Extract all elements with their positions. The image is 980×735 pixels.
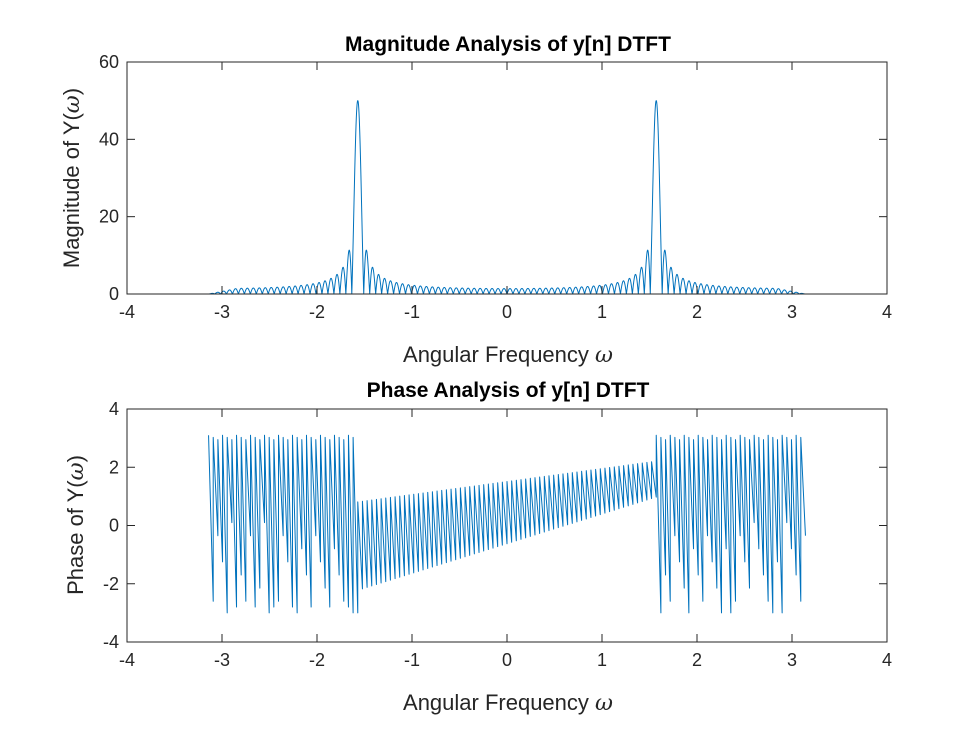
- magnitude-ylabel: Magnitude of Y(ω): [59, 88, 85, 268]
- xtick-label: 1: [597, 650, 607, 670]
- magnitude-xlabel: Angular Frequency ω: [403, 342, 613, 368]
- xtick-label: 0: [502, 650, 512, 670]
- xtick-label: 3: [787, 650, 797, 670]
- phase-chart-title: Phase Analysis of y[n] DTFT: [367, 379, 650, 402]
- xtick-label: -3: [214, 650, 230, 670]
- xtick-label: 1: [597, 302, 607, 322]
- ytick-label: 60: [99, 52, 119, 72]
- phase-xlabel: Angular Frequency ω: [403, 690, 613, 716]
- xtick-label: 4: [882, 650, 892, 670]
- phase-series-line: [208, 434, 806, 614]
- ytick-label: 40: [99, 129, 119, 149]
- xtick-label: -2: [309, 650, 325, 670]
- xtick-label: 2: [692, 302, 702, 322]
- ytick-label: 4: [109, 399, 119, 419]
- xtick-label: -3: [214, 302, 230, 322]
- xtick-label: -4: [119, 302, 135, 322]
- ytick-label: -2: [103, 574, 119, 594]
- phase-chart: Phase Analysis of y[n] DTFT -4 -3 -2 -1 0 1 2 3…: [63, 379, 892, 716]
- xtick-label: 2: [692, 650, 702, 670]
- xtick-label: -2: [309, 302, 325, 322]
- magnitude-chart: Magnitude Analysis of y[n] DTFT -4 -3 -2 -1…: [59, 33, 892, 368]
- ytick-label: 0: [109, 284, 119, 304]
- ytick-label: -4: [103, 632, 119, 652]
- xtick-label: -1: [404, 650, 420, 670]
- xtick-label: -4: [119, 650, 135, 670]
- magnitude-chart-title: Magnitude Analysis of y[n] DTFT: [345, 33, 671, 56]
- phase-ylabel: Phase of Y(ω): [63, 455, 89, 595]
- ytick-label: 20: [99, 207, 119, 227]
- phase-series-group: [208, 434, 806, 614]
- xtick-label: -1: [404, 302, 420, 322]
- xtick-label: 0: [502, 302, 512, 322]
- phase-ticks: -4 -3 -2 -1 0 1 2 3 4 -4 -2 0 2 4: [103, 399, 892, 670]
- xtick-label: 3: [787, 302, 797, 322]
- ytick-label: 2: [109, 457, 119, 477]
- xtick-label: 4: [882, 302, 892, 322]
- ytick-label: 0: [109, 516, 119, 536]
